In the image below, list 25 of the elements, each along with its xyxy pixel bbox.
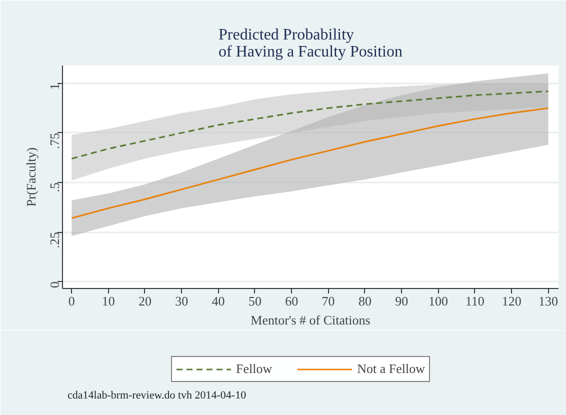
chart-title: Predicted Probability of Having a Faculty Position <box>218 26 402 60</box>
y-tick-label: 1 <box>47 83 62 90</box>
legend-label: Fellow <box>236 361 272 377</box>
x-tick-label: 20 <box>138 294 152 308</box>
x-tick-label: 70 <box>322 294 335 308</box>
x-tick-label: 40 <box>212 294 225 308</box>
x-tick-label: 0 <box>68 294 75 308</box>
text: cda14lab-brm-review.do tvh 2014-04-10 <box>68 390 247 402</box>
x-tick-label: 60 <box>285 294 298 308</box>
x-tick-label: 10 <box>102 294 115 308</box>
x-tick-label: 110 <box>465 294 484 308</box>
y-tick-label: .25 <box>47 232 62 248</box>
legend-label: Not a Fellow <box>357 361 426 377</box>
x-tick-label: 90 <box>395 294 408 308</box>
x-tick-label: 30 <box>175 294 188 308</box>
x-tick-label: 130 <box>538 294 558 308</box>
x-tick-label: 100 <box>428 294 448 308</box>
x-tick-label: 50 <box>248 294 262 308</box>
y-axis-title: Pr(Faculty) <box>24 147 38 207</box>
y-tick-label: .5 <box>47 182 62 192</box>
x-axis-title: Mentor's # of Citations <box>250 312 370 328</box>
x-tick-label: 80 <box>358 294 372 308</box>
y-tick-label: .75 <box>47 132 62 150</box>
x-tick-label: 120 <box>502 294 522 308</box>
y-tick-label: 0 <box>47 282 62 288</box>
